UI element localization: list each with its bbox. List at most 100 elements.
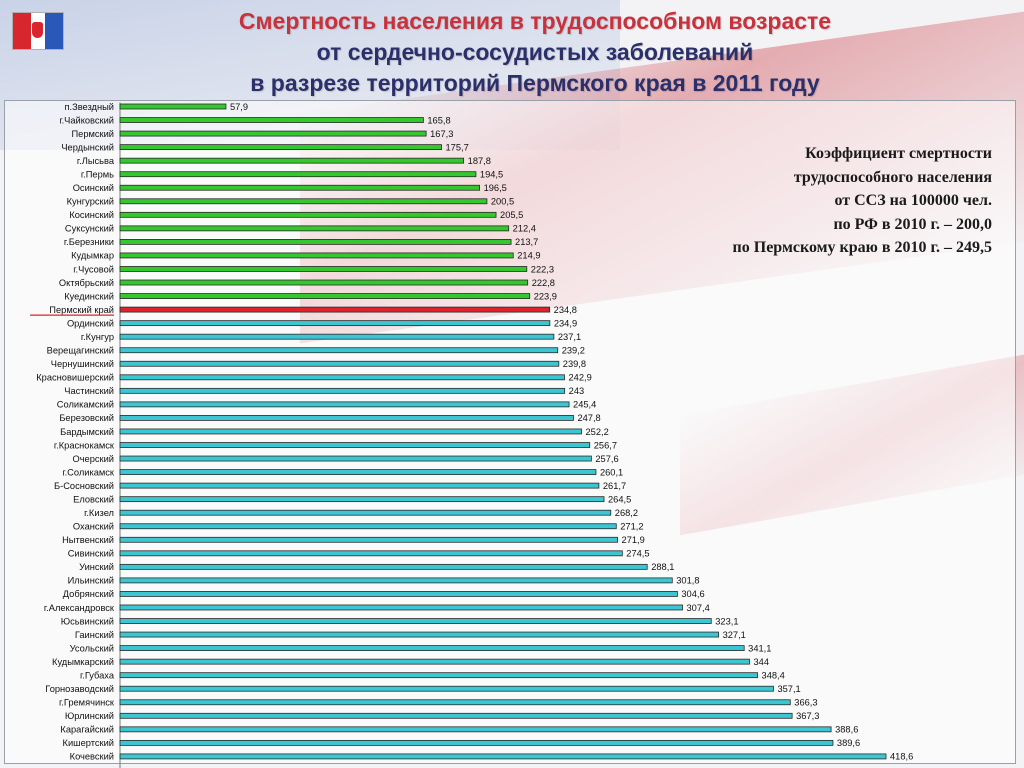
value-label: 271,9 <box>622 535 645 545</box>
value-label: 214,9 <box>517 251 540 261</box>
bar <box>119 469 597 475</box>
value-label: 222,8 <box>532 278 555 288</box>
category-label: г.Губаха <box>80 670 115 680</box>
bar <box>119 117 424 123</box>
value-label: 239,2 <box>562 346 585 356</box>
bar <box>119 157 465 164</box>
bar <box>119 320 551 327</box>
slide-title: Смертность населения в трудоспособном во… <box>130 6 940 99</box>
bar <box>119 347 559 354</box>
value-label: 234,9 <box>554 318 577 328</box>
category-label: Бардымский <box>60 427 114 437</box>
value-label: 264,5 <box>608 494 631 504</box>
value-label: 357,1 <box>777 684 800 694</box>
value-label: 367,3 <box>796 711 819 721</box>
bar <box>119 699 791 706</box>
category-label: г.Кизел <box>84 508 114 518</box>
value-label: 165,8 <box>427 115 450 125</box>
category-label: Соликамский <box>57 400 114 410</box>
bar <box>119 374 565 381</box>
bar <box>119 591 678 597</box>
value-label: 388,6 <box>835 725 858 735</box>
category-label: Нытвенский <box>62 535 114 545</box>
category-label: г.Гремячинск <box>59 698 115 708</box>
bar <box>119 726 832 733</box>
value-label: 341,1 <box>748 643 771 653</box>
value-label: 260,1 <box>600 467 623 477</box>
title-line-1: Смертность населения в трудоспособном во… <box>238 8 832 34</box>
category-label: Частинский <box>64 386 114 396</box>
category-label: Усольский <box>70 643 114 653</box>
bar <box>119 144 442 151</box>
bar <box>119 387 566 394</box>
category-label: Ординский <box>67 318 114 328</box>
value-label: 301,8 <box>676 576 699 586</box>
value-label: 307,4 <box>687 603 710 613</box>
category-label: Еловский <box>73 494 114 504</box>
bar <box>119 171 477 178</box>
bar <box>119 306 551 313</box>
category-label: г.Лысьва <box>77 156 115 166</box>
value-label: 418,6 <box>890 752 913 762</box>
bar <box>119 184 480 191</box>
bar <box>119 712 793 719</box>
value-label: 200,5 <box>491 197 514 207</box>
bar <box>119 238 512 245</box>
value-label: 196,5 <box>484 183 507 193</box>
category-label: Октябрьский <box>59 278 114 288</box>
bar <box>119 509 612 516</box>
bar <box>119 577 673 584</box>
bar <box>119 252 514 259</box>
bar <box>119 550 623 557</box>
bar <box>119 442 591 448</box>
value-label: 223,9 <box>534 291 557 301</box>
value-label: 239,8 <box>563 359 586 369</box>
category-label: Гаинский <box>75 630 114 640</box>
value-label: 344 <box>753 657 769 667</box>
value-label: 252,2 <box>586 427 609 437</box>
bar <box>119 753 887 760</box>
bar <box>119 266 528 272</box>
bar <box>119 455 592 462</box>
value-label: 268,2 <box>615 508 638 518</box>
category-label: Кудымкар <box>71 251 114 261</box>
category-label: Добрянский <box>63 589 114 599</box>
category-label: г.Березники <box>64 237 114 247</box>
category-label: Оханский <box>73 522 114 532</box>
value-label: 327,1 <box>723 630 746 640</box>
category-label: Пермский <box>71 129 114 139</box>
value-label: 187,8 <box>468 156 491 166</box>
category-label: Березовский <box>59 413 114 423</box>
mortality-coefficient-note: Коэффициент смертности трудоспособного н… <box>600 142 992 260</box>
perm-krai-flag-logo <box>12 12 64 50</box>
value-label: 271,2 <box>620 522 643 532</box>
bar <box>119 198 488 205</box>
category-label: Красновишерский <box>36 373 114 383</box>
title-line-3: в разрезе территорий Пермского края в 20… <box>250 70 820 96</box>
value-label: 205,5 <box>500 210 523 220</box>
bar <box>119 685 774 692</box>
bar <box>119 211 497 218</box>
value-label: 57,9 <box>230 102 248 112</box>
value-label: 175,7 <box>446 142 469 152</box>
category-label: г.Краснокамск <box>54 440 115 450</box>
value-label: 304,6 <box>681 589 704 599</box>
title-line-2: от сердечно-сосудистых заболеваний <box>316 39 754 65</box>
bar <box>119 618 712 624</box>
category-label: Ильинский <box>68 576 114 586</box>
bar <box>119 333 555 340</box>
category-label: Б-Сосновский <box>54 481 114 491</box>
note-line-1: Коэффициент смертности <box>805 145 992 162</box>
value-label: 222,3 <box>531 264 554 274</box>
bar <box>119 428 582 435</box>
category-label: Куединский <box>64 291 114 301</box>
bar <box>119 658 750 665</box>
category-label: Верещагинский <box>47 346 114 356</box>
value-label: 288,1 <box>651 562 674 572</box>
bar <box>119 130 427 137</box>
bar <box>119 496 605 503</box>
category-label: Кочевский <box>70 752 114 762</box>
value-label: 323,1 <box>715 616 738 626</box>
value-label: 389,6 <box>837 738 860 748</box>
